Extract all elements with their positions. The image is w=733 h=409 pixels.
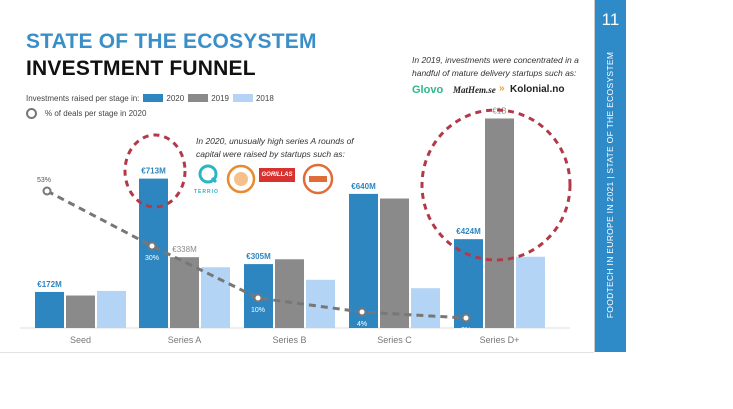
annotation-2020: In 2020, unusually high series A rounds … — [196, 136, 354, 159]
tick-label-series-b: Series B — [272, 335, 306, 345]
bar-seed-2018 — [97, 290, 126, 328]
red-round-logo-icon — [302, 163, 334, 195]
bar-label-series-a-2019: €338M — [172, 245, 197, 254]
bar-label-series-b-2020: €305M — [246, 252, 271, 261]
logo-kolonial: Kolonial.no — [510, 84, 565, 95]
bar-label-seed-2020: €172M — [37, 280, 62, 289]
legend: Investments raised per stage in: 2020 20… — [26, 92, 278, 104]
page-number: 11 — [601, 10, 620, 29]
section-title: STATE OF THE ECOSYSTEM — [26, 30, 317, 53]
deal-share-line — [46, 189, 467, 320]
legend-item-2020: 2020 — [166, 93, 185, 103]
logo-terrio: TERRIO — [194, 189, 219, 195]
bar-series-a-2020 — [139, 178, 168, 328]
dot-marker-icon — [26, 108, 37, 119]
slide-border — [594, 0, 595, 352]
chart: €172M Seed €713M €338M Series A €305M Series B… — [20, 106, 572, 345]
bar-seed-2020 — [35, 291, 64, 328]
sidebar-title: FOODTECH IN EUROPE IN 2021 | STATE OF TH… — [605, 51, 615, 319]
bar-seed-2019 — [66, 295, 95, 328]
legend-swatch-2019 — [188, 94, 209, 102]
bar-label-series-d--2020: €424M — [456, 227, 481, 236]
tick-label-seed: Seed — [70, 335, 91, 345]
legend-label: Investments raised per stage in: — [26, 93, 140, 103]
highlight-series-d-2019 — [420, 108, 572, 262]
legend-item-2019: 2019 — [211, 93, 229, 103]
deal-share-dot-3 — [357, 307, 367, 317]
kolonial-chevron-icon: » — [499, 83, 505, 94]
annotation-2019: In 2019, investments were concentrated i… — [412, 55, 579, 78]
tick-label-series-d-: Series D+ — [480, 335, 520, 345]
tick-label-series-c: Series C — [377, 335, 412, 345]
logo-mathem: MatHem.se — [453, 85, 496, 95]
deal-share-label-3: 4% — [357, 321, 367, 328]
bar-series-d--2019 — [485, 118, 514, 328]
bar-series-a-2019 — [170, 257, 199, 328]
deal-share-label-0: 53% — [37, 177, 51, 184]
sidebar — [595, 0, 626, 352]
legend-swatch-2018 — [232, 94, 253, 102]
terrio-logo-icon — [198, 164, 218, 184]
bar-series-a-2018 — [201, 267, 230, 328]
bar-series-c-2020 — [349, 193, 378, 328]
bar-label-series-c-2020: €640M — [351, 182, 376, 191]
bar-series-c-2019 — [380, 198, 409, 328]
legend-swatch-2020 — [143, 94, 164, 102]
legend-item-2018: 2018 — [255, 93, 274, 103]
logo-glovo: Glovo — [412, 84, 444, 96]
bar-series-b-2019 — [275, 259, 304, 328]
tick-label-series-a: Series A — [168, 335, 202, 345]
logo-gorillas: GORILLAS — [259, 168, 295, 182]
deal-share-label-4: 3% — [461, 327, 471, 334]
bar-series-d--2018 — [516, 256, 545, 328]
legend-dots-label: % of deals per stage in 2020 — [45, 109, 147, 118]
deal-share-label-2: 10% — [251, 307, 265, 314]
deal-share-label-1: 30% — [145, 255, 159, 262]
legend-dots: % of deals per stage in 2020 — [26, 108, 146, 119]
bar-label-series-a-2020: €713M — [141, 167, 166, 176]
page-title: INVESTMENT FUNNEL — [26, 57, 256, 80]
deal-share-dot-0 — [42, 186, 52, 196]
deal-share-dot-4 — [461, 313, 471, 323]
slide-bottom-border — [0, 352, 594, 353]
deal-share-dot-2 — [253, 293, 263, 303]
orange-round-logo-icon — [226, 164, 256, 194]
highlight-series-a-2020 — [123, 133, 187, 209]
deal-share-dot-1 — [147, 241, 157, 251]
bar-series-c-2018 — [411, 288, 440, 328]
